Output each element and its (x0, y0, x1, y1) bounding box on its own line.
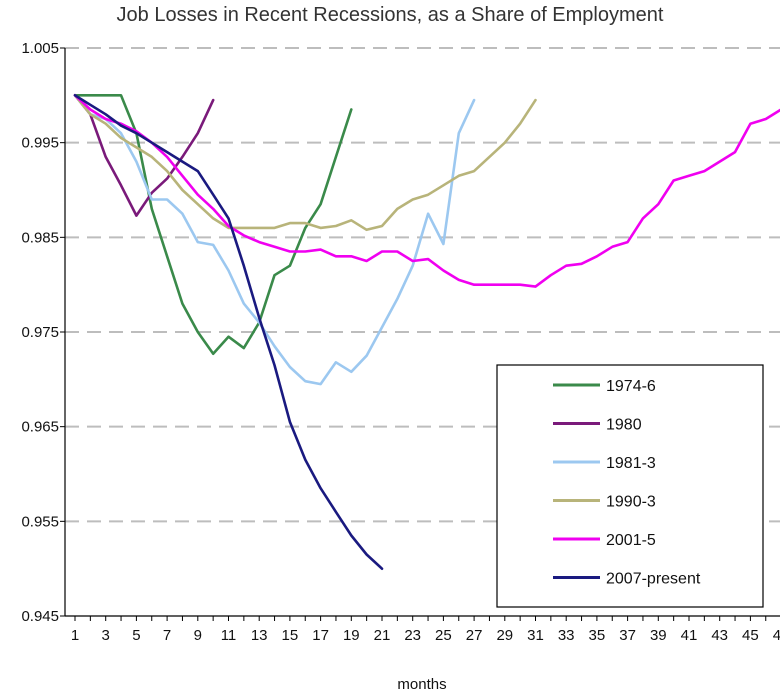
x-tick-label: 43 (711, 627, 728, 644)
x-tick-label: 11 (221, 627, 237, 644)
legend-label: 1990-3 (606, 494, 656, 511)
x-tick-label: 31 (527, 627, 544, 644)
x-tick-label: 29 (496, 627, 513, 644)
x-tick-label: 23 (404, 627, 421, 644)
series-line-1974-6 (73, 94, 353, 356)
x-tick-label: 5 (132, 627, 140, 644)
x-tick-label: 33 (558, 627, 575, 644)
series-line-1981-3 (73, 94, 476, 386)
series-line-1990-3 (73, 94, 537, 232)
y-tick-label: 0.965 (21, 419, 59, 436)
y-tick-label: 1.005 (21, 40, 59, 57)
legend-label: 2007-present (606, 571, 701, 588)
legend-label: 1974-6 (606, 378, 656, 395)
series-line-1980 (73, 94, 215, 217)
x-tick-label: 47 (773, 627, 780, 644)
legend-label: 2001-5 (606, 532, 656, 549)
series-lines (73, 94, 780, 571)
x-tick-label: 35 (589, 627, 606, 644)
legend-box (496, 364, 764, 608)
x-tick-label: 17 (312, 627, 329, 644)
x-tick-label: 15 (282, 627, 299, 644)
x-tick-label: 27 (466, 627, 483, 644)
legend-label: 1980 (606, 417, 642, 434)
x-tick-label: 21 (374, 627, 391, 644)
x-tick-label: 7 (163, 627, 171, 644)
series-line-2001-5 (73, 94, 780, 288)
series-line-2007-present (73, 94, 384, 571)
x-tick-label: 9 (194, 627, 202, 644)
x-tick-label: 39 (650, 627, 667, 644)
chart-title: Job Losses in Recent Recessions, as a Sh… (116, 4, 664, 26)
x-tick-label: 1 (71, 627, 79, 644)
legend-label: 1981-3 (606, 455, 656, 472)
x-tick-label: 41 (681, 627, 698, 644)
y-tick-label: 0.995 (21, 135, 59, 152)
x-tick-label: 13 (251, 627, 268, 644)
y-tick-label: 0.975 (21, 324, 59, 341)
x-tick-label: 37 (619, 627, 636, 644)
y-tick-label: 0.945 (21, 608, 59, 625)
x-tick-label: 19 (343, 627, 360, 644)
y-tick-label: 0.955 (21, 513, 59, 530)
x-tick-label: 25 (435, 627, 452, 644)
x-axis-title: months (397, 676, 446, 693)
legend: 1974-6 1980 1981-3 1990-3 2001-5 2007-present (496, 364, 764, 608)
x-tick-label: 45 (742, 627, 759, 644)
y-tick-label: 0.985 (21, 229, 59, 246)
x-tick-label: 3 (102, 627, 110, 644)
